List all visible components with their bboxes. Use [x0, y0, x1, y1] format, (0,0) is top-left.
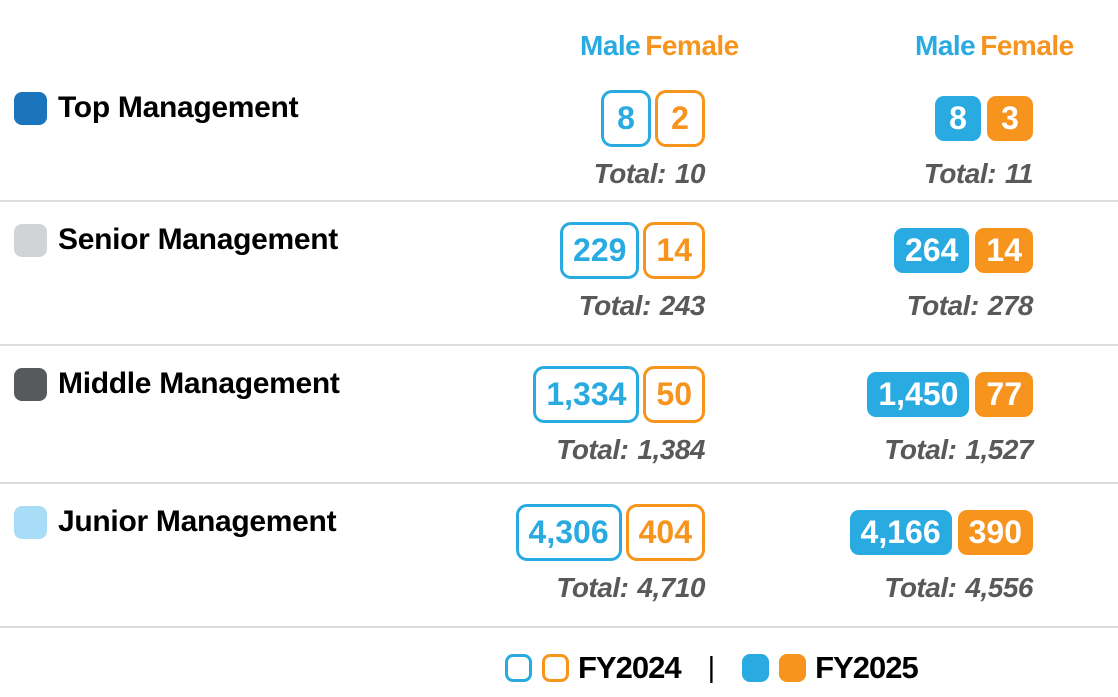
total-label: Total:: [884, 434, 957, 465]
total-value: 1,527: [965, 434, 1033, 465]
fy2025-male-value-box: 8: [935, 96, 981, 141]
fy2025-female-value-box: 390: [957, 510, 1033, 555]
row-senior-management: Senior Management 229 14 Total: 243 264 …: [0, 202, 1118, 346]
row-junior-management: Junior Management 4,306 404 Total: 4,710…: [0, 484, 1118, 628]
fy2025-value-group: 1,450 77 Total: 1,527: [773, 366, 1033, 482]
column-header-fy2025: Male Female: [915, 30, 1074, 62]
fy2024-female-value-box: 14: [643, 222, 705, 279]
row-middle-management: Middle Management 1,334 50 Total: 1,384 …: [0, 346, 1118, 484]
total-value: 10: [674, 158, 706, 189]
fy2024-total: Total: 4,710: [556, 572, 705, 604]
fy2024-male-value-box: 229: [560, 222, 640, 279]
row-label: Middle Management: [58, 367, 340, 400]
male-column-header: Male: [580, 30, 641, 61]
total-value: 4,710: [637, 572, 705, 603]
junior-management-icon: [14, 505, 47, 539]
total-value: 278: [987, 290, 1034, 321]
fy2025-male-value-box: 264: [894, 228, 970, 273]
total-value: 11: [1004, 158, 1034, 189]
senior-management-icon: [14, 223, 47, 257]
fy2024-female-value-box: 50: [643, 366, 705, 423]
row-label: Junior Management: [58, 505, 337, 538]
total-label: Total:: [578, 290, 652, 321]
total-label: Total:: [556, 572, 629, 603]
fy2025-male-value-box: 4,166: [849, 510, 952, 555]
fy2024-value-group: 1,334 50 Total: 1,384: [445, 366, 705, 482]
legend: FY2024 | FY2025: [505, 650, 919, 686]
fy2025-total: Total: 4,556: [884, 572, 1033, 604]
fy2024-value-group: 4,306 404 Total: 4,710: [445, 504, 705, 626]
fy2025-value-group: 8 3 Total: 11: [773, 90, 1034, 200]
row-label-cell: Junior Management: [0, 494, 445, 550]
fy2024-male-legend-swatch-icon: [505, 654, 532, 682]
fy2024-value-group: 229 14 Total: 243: [445, 222, 706, 344]
total-label: Total:: [906, 290, 980, 321]
row-label: Top Management: [58, 91, 299, 124]
row-label-cell: Senior Management: [0, 212, 445, 268]
total-label: Total:: [884, 572, 957, 603]
total-value: 243: [659, 290, 706, 321]
legend-fy2024-label: FY2024: [578, 650, 682, 685]
fy2025-female-legend-swatch-icon: [779, 654, 807, 682]
fy2024-male-value-box: 4,306: [515, 504, 622, 561]
fy2025-male-value-box: 1,450: [867, 372, 970, 417]
legend-separator: |: [707, 651, 716, 684]
row-label-cell: Middle Management: [0, 356, 445, 412]
top-management-icon: [14, 91, 47, 125]
total-label: Total:: [923, 158, 997, 189]
total-label: Total:: [556, 434, 629, 465]
female-column-header: Female: [980, 30, 1074, 61]
fy2024-male-value-box: 8: [601, 90, 651, 147]
fy2025-female-value-box: 77: [975, 372, 1033, 417]
fy2025-total: Total: 11: [923, 158, 1034, 190]
fy2025-female-value-box: 3: [987, 96, 1033, 141]
fy2025-total: Total: 278: [906, 290, 1034, 322]
fy2024-total: Total: 1,384: [556, 434, 705, 466]
total-value: 1,384: [637, 434, 705, 465]
fy2024-male-value-box: 1,334: [533, 366, 640, 423]
fy2025-value-group: 264 14 Total: 278: [773, 222, 1034, 344]
row-label-cell: Top Management: [0, 80, 445, 136]
fy2024-total: Total: 243: [578, 290, 706, 322]
fy2025-value-group: 4,166 390 Total: 4,556: [773, 504, 1033, 626]
fy2024-total: Total: 10: [593, 158, 706, 190]
legend-fy2025-label: FY2025: [815, 650, 919, 685]
row-top-management: Top Management 8 2 Total: 10 8 3 Total:: [0, 70, 1118, 202]
male-column-header: Male: [915, 30, 976, 61]
female-column-header: Female: [645, 30, 739, 61]
total-value: 4,556: [965, 572, 1033, 603]
row-label: Senior Management: [58, 223, 338, 256]
fy2025-male-legend-swatch-icon: [742, 654, 770, 682]
fy2024-value-group: 8 2 Total: 10: [445, 90, 706, 200]
management-rows: Top Management 8 2 Total: 10 8 3 Total:: [0, 70, 1118, 628]
fy2024-female-value-box: 404: [625, 504, 705, 561]
middle-management-icon: [14, 367, 47, 401]
fy2024-female-value-box: 2: [655, 90, 705, 147]
total-label: Total:: [593, 158, 667, 189]
fy2025-female-value-box: 14: [975, 228, 1033, 273]
column-header-fy2024: Male Female: [580, 30, 739, 62]
fy2025-total: Total: 1,527: [884, 434, 1033, 466]
fy2024-female-legend-swatch-icon: [542, 654, 569, 682]
